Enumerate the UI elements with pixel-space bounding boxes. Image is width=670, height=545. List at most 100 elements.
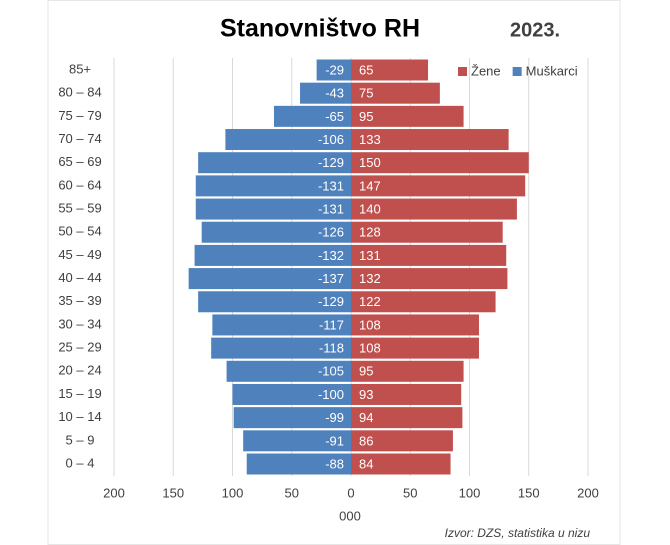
x-tick-label: 0 — [347, 485, 354, 500]
value-label: 84 — [359, 456, 373, 471]
value-label: -118 — [319, 341, 344, 356]
x-tick-label: 100 — [222, 485, 244, 500]
bar — [351, 268, 508, 290]
source-note: Izvor: DZS, statistika u nizu — [445, 526, 591, 540]
bar — [225, 129, 351, 151]
bar — [351, 198, 517, 220]
x-tick-label: 200 — [577, 485, 599, 500]
value-label: -65 — [325, 109, 344, 124]
bar — [300, 82, 351, 104]
y-tick-label: 0 – 4 — [66, 455, 95, 470]
value-label: -91 — [325, 433, 344, 448]
chart-title: Stanovništvo RH — [220, 15, 420, 43]
value-label: -99 — [325, 410, 344, 425]
bar — [188, 268, 351, 290]
bar — [246, 453, 351, 475]
y-tick-label: 35 – 39 — [58, 293, 101, 308]
bar — [351, 291, 496, 313]
bar — [273, 105, 351, 127]
value-label: -129 — [318, 155, 344, 170]
bar — [351, 360, 464, 382]
y-tick-label: 40 – 44 — [58, 270, 101, 285]
value-label: -88 — [325, 456, 344, 471]
value-label: -100 — [318, 387, 344, 402]
bar — [351, 152, 529, 174]
bar — [233, 407, 351, 429]
value-label: -43 — [325, 86, 344, 101]
bar — [195, 175, 351, 197]
value-label: 108 — [359, 341, 381, 356]
bar — [226, 360, 351, 382]
y-tick-label: 30 – 34 — [58, 316, 101, 331]
legend-label: Muškarci — [526, 63, 578, 78]
y-tick-label: 10 – 14 — [58, 409, 101, 424]
y-tick-label: 5 – 9 — [66, 432, 95, 447]
bar — [351, 314, 479, 336]
value-label: -131 — [318, 178, 344, 193]
bar — [351, 82, 440, 104]
value-label: 95 — [359, 109, 373, 124]
bar — [232, 383, 351, 405]
bar — [212, 314, 351, 336]
x-tick-label: 150 — [518, 485, 540, 500]
y-tick-label: 65 – 69 — [58, 154, 101, 169]
y-tick-label: 45 – 49 — [58, 247, 101, 262]
bar — [351, 105, 464, 127]
chart-subtitle: 2023. — [510, 19, 560, 41]
value-label: -29 — [325, 62, 344, 77]
x-tick-label: 50 — [403, 485, 417, 500]
value-label: -132 — [318, 248, 344, 263]
y-tick-label: 50 – 54 — [58, 224, 101, 239]
bar — [198, 291, 351, 313]
bar — [201, 221, 351, 243]
y-tick-label: 60 – 64 — [58, 177, 101, 192]
bar — [194, 244, 351, 266]
bar — [351, 430, 453, 452]
grid — [113, 58, 589, 476]
x-tick-label: 150 — [162, 485, 184, 500]
y-tick-label: 85+ — [69, 61, 91, 76]
y-tick-label: 70 – 74 — [58, 131, 101, 146]
labels: 200 150 100 50 0 50 100 150 200 0 – 4 5 – 9 10 – 14… — [58, 61, 599, 500]
legend-label: Žene — [471, 63, 501, 78]
bar — [351, 383, 462, 405]
x-tick-label: 50 — [285, 485, 299, 500]
x-axis-label: 000 — [339, 508, 361, 523]
value-label: 86 — [359, 433, 373, 448]
bars — [188, 59, 529, 475]
legend-swatch — [512, 67, 522, 76]
bar — [195, 198, 351, 220]
value-label: -126 — [318, 225, 344, 240]
value-label: 140 — [359, 201, 381, 216]
bar — [351, 453, 451, 475]
y-tick-label: 20 – 24 — [58, 363, 101, 378]
bar — [316, 59, 351, 81]
value-label: 65 — [359, 62, 373, 77]
value-label: -117 — [319, 317, 344, 332]
value-label: 150 — [359, 155, 381, 170]
value-label: 93 — [359, 387, 373, 402]
value-label: 94 — [359, 410, 373, 425]
value-label: 122 — [359, 294, 381, 309]
legend-swatch — [458, 67, 467, 76]
bar — [351, 175, 526, 197]
value-label: -137 — [318, 271, 344, 286]
value-label: 132 — [359, 271, 381, 286]
value-label: -106 — [318, 132, 344, 147]
value-label: 108 — [359, 317, 381, 332]
bar — [351, 244, 507, 266]
bar — [351, 129, 509, 151]
value-label: 133 — [359, 132, 381, 147]
x-tick-label: 200 — [103, 485, 125, 500]
value-label: -131 — [318, 201, 344, 216]
x-tick-label: 100 — [459, 485, 481, 500]
value-label: 95 — [359, 364, 373, 379]
y-tick-label: 55 – 59 — [58, 200, 101, 215]
value-label: 131 — [359, 248, 381, 263]
y-tick-label: 15 – 19 — [58, 386, 101, 401]
bar — [211, 337, 351, 359]
bar — [351, 407, 463, 429]
bar — [351, 59, 429, 81]
value-label: -105 — [318, 364, 344, 379]
